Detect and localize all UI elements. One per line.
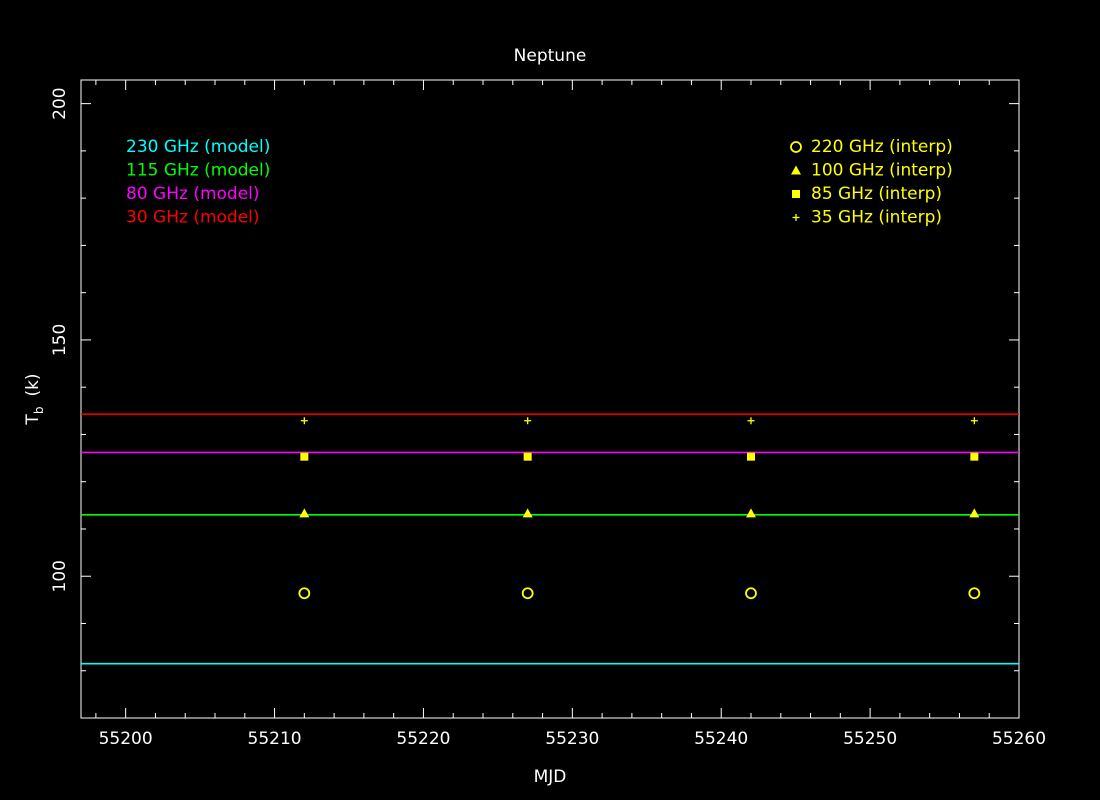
x-tick-label: 55220 <box>396 729 450 749</box>
data-point-triangle <box>746 508 756 518</box>
data-point-triangle <box>969 508 980 518</box>
y-axis-label-unit: (k) <box>23 373 43 396</box>
x-tick-label: 55210 <box>248 729 302 749</box>
legend-marker-triangle <box>791 165 801 175</box>
legend-model-entry: 230 GHz (model) <box>126 137 270 157</box>
chart-title: Neptune <box>514 46 587 66</box>
y-axis-label-main: T <box>23 414 43 426</box>
data-point-square <box>970 452 979 461</box>
data-point-circle <box>968 587 981 600</box>
data-markers <box>298 417 981 600</box>
legend-interp-entry: 85 GHz (interp) <box>811 184 942 204</box>
model-lines <box>81 413 1019 665</box>
legend-model-entry: 80 GHz (model) <box>126 184 260 204</box>
legend-model-entry: 115 GHz (model) <box>126 161 270 181</box>
y-tick-label: 150 <box>50 324 70 356</box>
legend-marker-circle <box>790 141 802 153</box>
legend-model-entry: 30 GHz (model) <box>126 208 260 228</box>
legend-interp-entry: 220 GHz (interp) <box>811 137 953 157</box>
axis-ticks <box>81 80 1020 719</box>
legend-models: 230 GHz (model) 115 GHz (model) 80 GHz (mo… <box>126 137 270 228</box>
y-axis-label: Tb (k) <box>23 373 46 425</box>
legend-interp-entry: 100 GHz (interp) <box>811 161 953 181</box>
data-point-square <box>300 452 309 461</box>
data-point-circle <box>521 587 534 600</box>
legend-marker-square <box>792 190 800 198</box>
data-point-plus <box>970 417 978 425</box>
axis-tick-labels: 55200 55210 55220 55230 55240 55250 55260 100 15… <box>50 87 1046 749</box>
x-tick-label: 55260 <box>992 729 1046 749</box>
legend-interp: 220 GHz (interp) 100 GHz (interp) 85 GHz (… <box>790 137 953 228</box>
data-point-triangle <box>522 508 533 518</box>
data-point-triangle <box>299 508 310 518</box>
data-point-square <box>747 452 755 461</box>
x-tick-label: 55200 <box>99 729 153 749</box>
x-axis-label: MJD <box>534 767 567 787</box>
x-tick-label: 55250 <box>843 729 897 749</box>
plot-frame <box>80 79 1020 719</box>
legend-interp-entry: 35 GHz (interp) <box>811 208 942 228</box>
data-point-plus <box>524 417 532 425</box>
data-point-circle <box>745 587 757 600</box>
y-tick-label: 100 <box>50 560 70 592</box>
legend-marker-plus <box>792 214 800 221</box>
data-point-plus <box>300 417 308 425</box>
svg-text:Tb(k): Tb (k) <box>23 373 46 425</box>
data-point-circle <box>298 587 311 600</box>
data-point-square <box>523 452 532 461</box>
data-point-plus <box>747 417 755 425</box>
y-axis-label-sub: b <box>32 407 46 415</box>
x-tick-label: 55230 <box>545 729 599 749</box>
x-tick-label: 55240 <box>694 729 748 749</box>
y-tick-label: 200 <box>50 87 70 119</box>
